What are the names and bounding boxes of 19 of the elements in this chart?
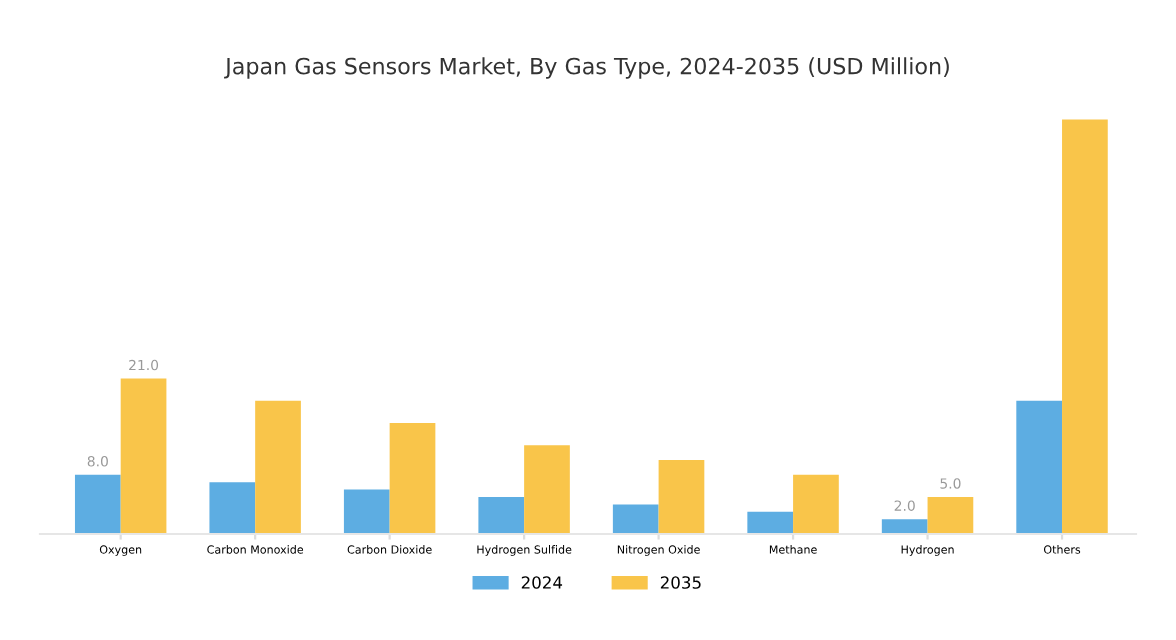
bar — [74, 474, 121, 534]
bar — [209, 482, 256, 534]
bar — [478, 496, 525, 534]
bar — [524, 445, 570, 534]
bar — [120, 378, 167, 534]
bar — [658, 459, 705, 534]
legend-label: 2035 — [660, 576, 701, 589]
bar — [927, 496, 974, 534]
bar — [881, 519, 928, 534]
bar — [793, 474, 839, 534]
bar — [343, 489, 390, 534]
bar — [1016, 400, 1063, 534]
chart-title: Japan Gas Sensors Market, By Gas Type, 2024-2035 (USD Million) — [224, 57, 949, 79]
bar — [389, 422, 436, 534]
bar — [612, 504, 659, 534]
legend-label: 2024 — [521, 576, 563, 589]
bar — [1062, 119, 1108, 534]
bar — [255, 400, 301, 534]
bar — [747, 511, 794, 534]
